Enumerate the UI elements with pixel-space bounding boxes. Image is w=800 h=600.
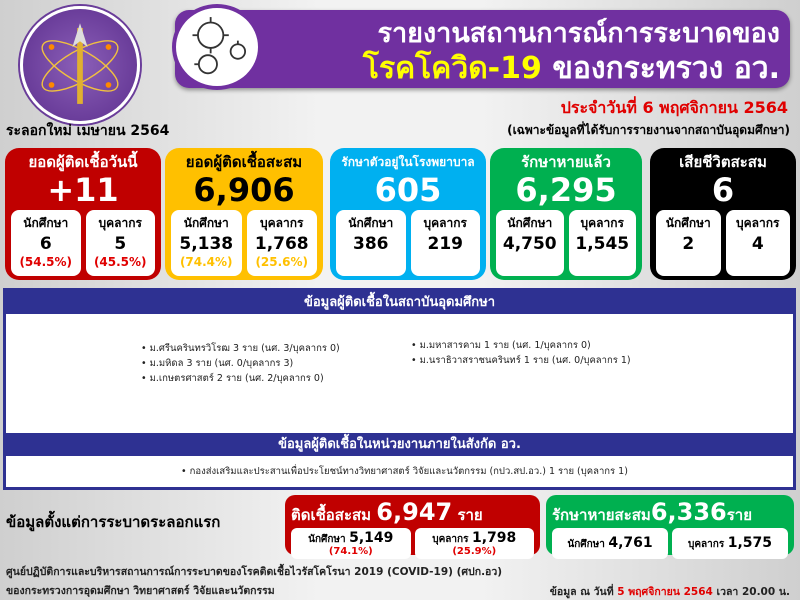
title-banner bbox=[175, 10, 790, 88]
card-title: รักษาตัวอยู่ในโรงพยาบาล bbox=[341, 155, 475, 169]
card-value: +11 bbox=[47, 171, 119, 209]
students-box: นักศึกษา 2 bbox=[656, 210, 721, 276]
list-item: ม.มหิดล 3 ราย (นศ. 0/บุคลากร 3) bbox=[141, 356, 340, 371]
infected-students: นักศึกษา 5,149 (74.1%) bbox=[291, 528, 411, 559]
cumulative-infected-box: ติดเชื้อสะสม 6,947 ราย นักศึกษา 5,149 (74… bbox=[285, 495, 540, 559]
title-line2: โรคโควิด-19 ของกระทรวง อว. bbox=[270, 50, 780, 88]
cumulative-recovered-box: รักษาหายสะสม6,336ราย นักศึกษา 4,761 บุคล… bbox=[546, 495, 794, 559]
infected-staff: บุคลากร 1,798 (25.9%) bbox=[414, 528, 534, 559]
students-box: นักศึกษา 6 (54.5%) bbox=[11, 210, 81, 276]
infected-title: ติดเชื้อสะสม bbox=[291, 506, 372, 524]
infected-value: 6,947 bbox=[376, 498, 453, 526]
card-title: ยอดผู้ติดเชื้อวันนี้ bbox=[28, 153, 138, 171]
virus-icon bbox=[172, 4, 262, 90]
infected-unit: ราย bbox=[457, 506, 483, 524]
since-first-wave-label: ข้อมูลตั้งแต่การระบาดระลอกแรก bbox=[6, 513, 221, 531]
students-box: นักศึกษา 386 bbox=[336, 210, 406, 276]
students-box: นักศึกษา 4,750 bbox=[496, 210, 564, 276]
list-item: ม.มหาสารคาม 1 ราย (นศ. 1/บุคลากร 0) bbox=[411, 338, 631, 353]
card-today: ยอดผู้ติดเชื้อวันนี้ +11 นักศึกษา 6 (54.5%… bbox=[5, 148, 161, 280]
card-value: 605 bbox=[374, 171, 442, 209]
staff-box: บุคลากร 1,768 (25.6%) bbox=[246, 210, 317, 276]
card-hospitalized: รักษาตัวอยู่ในโรงพยาบาล 605 นักศึกษา 386 … bbox=[330, 148, 486, 280]
card-value: 6 bbox=[711, 171, 735, 209]
card-recovered: รักษาหายแล้ว 6,295 นักศึกษา 4,750 บุคลากร… bbox=[490, 148, 642, 280]
footer-line2: ของกระทรวงการอุดมศึกษา วิทยาศาสตร์ วิจัย… bbox=[6, 585, 275, 597]
agencies-list: กองส่งเสริมและประสานเพื่อประโยชน์ทางวิทย… bbox=[181, 464, 628, 479]
list-item: ม.เกษตรศาสตร์ 2 ราย (นศ. 2/บุคลากร 0) bbox=[141, 371, 340, 386]
title-rest: ของกระทรวง อว. bbox=[552, 51, 780, 86]
institutions-right-list: ม.มหาสารคาม 1 ราย (นศ. 1/บุคลากร 0) ม.นร… bbox=[411, 338, 631, 368]
title-highlight: โรคโควิด-19 bbox=[362, 51, 542, 86]
title-line1: รายงานสถานการณ์การระบาดของ bbox=[377, 18, 781, 49]
card-title: เสียชีวิตสะสม bbox=[679, 153, 767, 171]
card-deaths: เสียชีวิตสะสม 6 นักศึกษา 2 บุคลากร 4 bbox=[650, 148, 796, 280]
staff-box: บุคลากร 5 (45.5%) bbox=[85, 210, 155, 276]
card-value: 6,906 bbox=[193, 171, 295, 209]
agencies-header: ข้อมูลผู้ติดเชื้อในหน่วยงานภายในสังกัด อ… bbox=[6, 433, 793, 456]
card-cumulative: ยอดผู้ติดเชื้อสะสม 6,906 นักศึกษา 5,138 (7… bbox=[165, 148, 323, 280]
list-item: ม.ศรีนครินทรวิโรฒ 3 ราย (นศ. 3/บุคลากร 0… bbox=[141, 341, 340, 356]
infection-details-panel: ข้อมูลผู้ติดเชื้อในสถาบันอุดมศึกษา ม.ศรี… bbox=[3, 288, 796, 490]
institutions-left-list: ม.ศรีนครินทรวิโรฒ 3 ราย (นศ. 3/บุคลากร 0… bbox=[141, 341, 340, 386]
ministry-logo bbox=[20, 6, 140, 124]
card-value: 6,295 bbox=[515, 171, 617, 209]
recovered-students: นักศึกษา 4,761 bbox=[552, 528, 668, 559]
staff-box: บุคลากร 4 bbox=[725, 210, 790, 276]
list-item: กองส่งเสริมและประสานเพื่อประโยชน์ทางวิทย… bbox=[181, 464, 628, 479]
institutions-header: ข้อมูลผู้ติดเชื้อในสถาบันอุดมศึกษา bbox=[6, 291, 793, 314]
staff-box: บุคลากร 219 bbox=[410, 210, 480, 276]
card-title: รักษาหายแล้ว bbox=[521, 153, 611, 171]
recovered-unit: ราย bbox=[726, 506, 753, 524]
report-date: ประจำวันที่ 6 พฤศจิกายน 2564 bbox=[560, 98, 788, 117]
students-box: นักศึกษา 5,138 (74.4%) bbox=[171, 210, 242, 276]
source-note: (เฉพาะข้อมูลที่ได้รับการรายงานจากสถาบันอ… bbox=[507, 123, 790, 137]
recovered-title: รักษาหายสะสม bbox=[552, 506, 651, 524]
recovered-staff: บุคลากร 1,575 bbox=[672, 528, 788, 559]
as-of-date: ข้อมูล ณ วันที่ 5 พฤศจิกายน 2564 เวลา 20… bbox=[549, 586, 790, 598]
list-item: ม.นราธิวาสราชนครินทร์ 1 ราย (นศ. 0/บุคลา… bbox=[411, 353, 631, 368]
footer-line1: ศูนย์ปฏิบัติการและบริหารสถานการณ์การระบา… bbox=[6, 566, 503, 578]
recovered-value: 6,336 bbox=[650, 498, 727, 526]
wave-label: ระลอกใหม่ เมษายน 2564 bbox=[6, 123, 170, 139]
staff-box: บุคลากร 1,545 bbox=[568, 210, 636, 276]
card-title: ยอดผู้ติดเชื้อสะสม bbox=[185, 153, 303, 171]
